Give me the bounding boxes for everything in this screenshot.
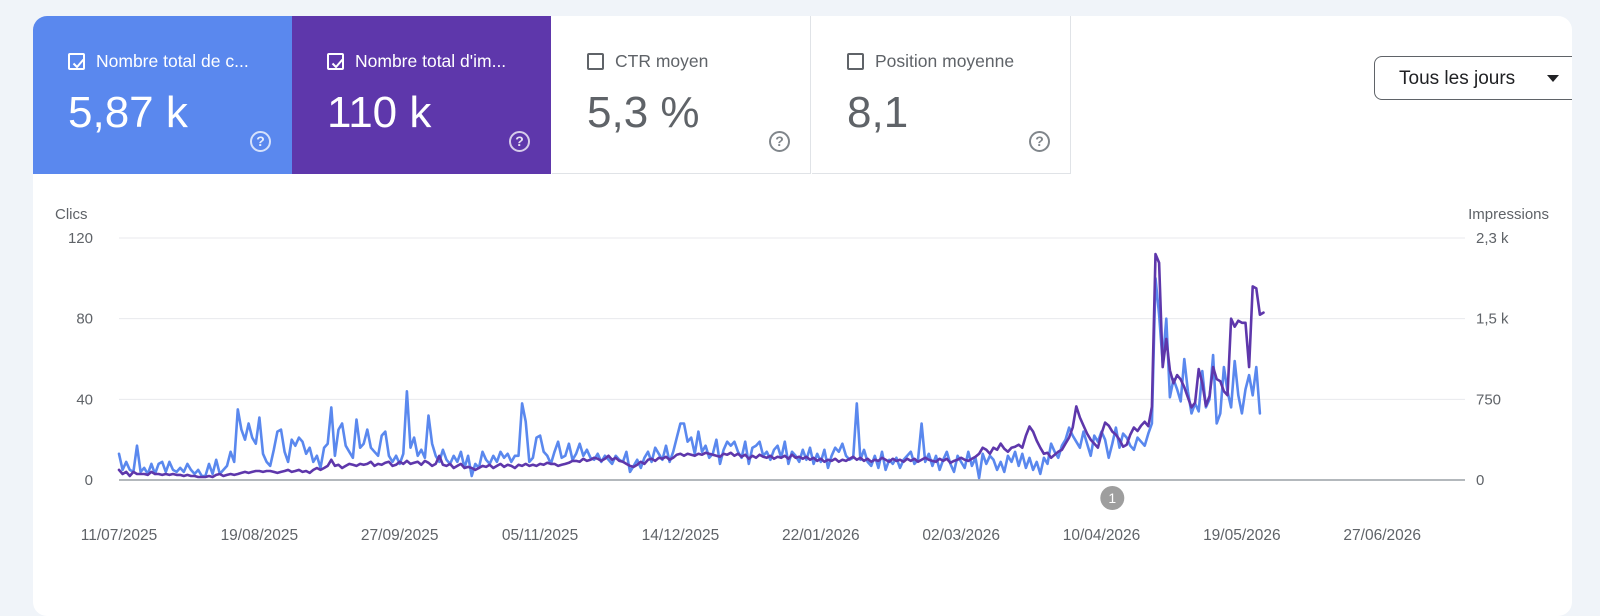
y-right-axis-title: Impressions	[1468, 206, 1549, 223]
x-tick-label: 22/01/2026	[782, 527, 860, 544]
y-left-axis-title: Clics	[55, 206, 88, 223]
x-tick-label: 14/12/2025	[642, 527, 720, 544]
date-granularity-dropdown[interactable]: Tous les jours	[1374, 56, 1572, 100]
metric-card-ctr[interactable]: CTR moyen 5,3 % ?	[552, 16, 811, 174]
metric-card-clicks[interactable]: Nombre total de c... 5,87 k ?	[33, 16, 292, 174]
help-circle-icon[interactable]: ?	[769, 131, 790, 152]
x-tick-label: 05/11/2025	[502, 527, 578, 544]
x-tick-label: 19/05/2026	[1203, 527, 1281, 544]
x-tick-label: 11/07/2025	[81, 527, 157, 544]
checkbox-checked-icon[interactable]	[68, 53, 85, 70]
metric-value: 110 k	[327, 88, 432, 137]
x-tick-label: 02/03/2026	[922, 527, 1000, 544]
y-left-tick-label: 120	[68, 230, 93, 247]
metric-value: 5,3 %	[587, 88, 700, 137]
series-line-impressions	[117, 252, 1265, 479]
annotation-marker[interactable]: 1	[1100, 486, 1125, 510]
caret-down-icon	[1547, 75, 1559, 82]
dropdown-label: Tous les jours	[1399, 68, 1516, 89]
y-left-tick-label: 40	[76, 391, 93, 408]
x-tick-label: 10/04/2026	[1063, 527, 1141, 544]
help-circle-icon[interactable]: ?	[509, 131, 530, 152]
y-left-tick-label: 80	[76, 311, 93, 328]
metric-card-impressions[interactable]: Nombre total d'im... 110 k ?	[292, 16, 551, 174]
metric-value: 5,87 k	[68, 88, 188, 137]
x-tick-label: 27/09/2025	[361, 527, 439, 544]
series-line-clicks	[117, 276, 1262, 480]
y-right-tick-label: 1,5 k	[1476, 311, 1509, 328]
y-right-tick-label: 750	[1476, 391, 1501, 408]
help-circle-icon[interactable]: ?	[250, 131, 271, 152]
checkbox-checked-icon[interactable]	[327, 53, 344, 70]
metric-card-position[interactable]: Position moyenne 8,1 ?	[812, 16, 1071, 174]
metric-value: 8,1	[847, 88, 909, 137]
y-right-tick-label: 0	[1476, 472, 1484, 489]
metric-label: Nombre total de c...	[96, 51, 249, 71]
y-left-tick-label: 0	[85, 472, 93, 489]
metric-label: CTR moyen	[615, 51, 709, 71]
metric-label: Position moyenne	[875, 51, 1015, 71]
performance-card: Nombre total de c... 5,87 k ? Nombre tot…	[33, 16, 1572, 616]
checkbox-unchecked-icon[interactable]	[847, 53, 864, 70]
help-circle-icon[interactable]: ?	[1029, 131, 1050, 152]
metric-label: Nombre total d'im...	[355, 51, 507, 71]
x-tick-label: 19/08/2025	[221, 527, 299, 544]
annotation-label: 1	[1108, 490, 1116, 506]
y-right-tick-label: 2,3 k	[1476, 230, 1509, 247]
checkbox-unchecked-icon[interactable]	[587, 53, 604, 70]
annotation-circle	[1100, 486, 1125, 510]
x-tick-label: 27/06/2026	[1343, 527, 1421, 544]
